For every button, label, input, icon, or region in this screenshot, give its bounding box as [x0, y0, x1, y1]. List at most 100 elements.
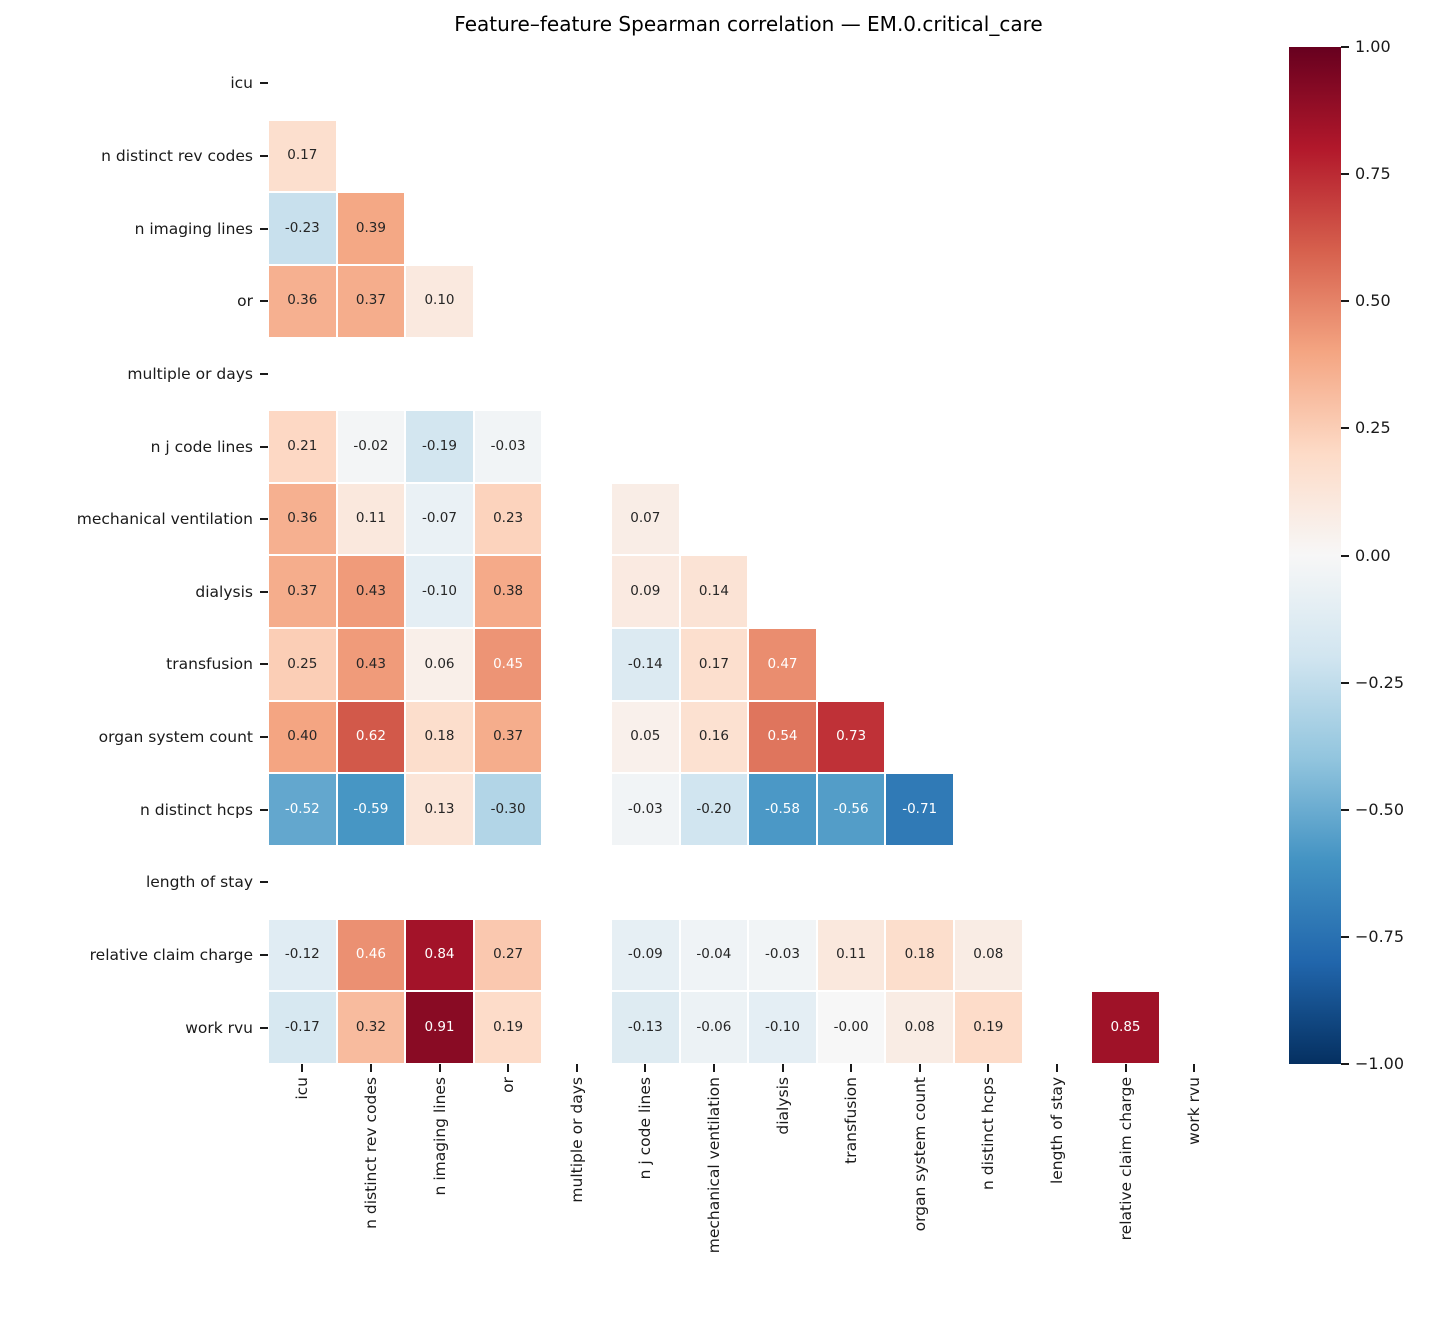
- heatmap-cell: 0.37: [268, 555, 337, 629]
- heatmap-cell: -0.19: [405, 410, 474, 483]
- heatmap-cell: 0.10: [405, 264, 474, 338]
- heatmap-cell: -0.59: [336, 773, 406, 847]
- heatmap-cell: 0.25: [268, 628, 337, 701]
- colorbar-tick-label: 0.50: [1355, 291, 1391, 311]
- colorbar-tick-mark: [1341, 1063, 1349, 1065]
- colorbar-tick-mark: [1341, 427, 1349, 430]
- x-tick-label: organ system count: [910, 1076, 929, 1232]
- heatmap-cell: 0.84: [405, 918, 474, 992]
- heatmap-cell: -0.23: [268, 192, 337, 265]
- y-tick-mark: [260, 590, 268, 593]
- heatmap-cell: 0.16: [679, 700, 749, 774]
- heatmap-cell: 0.43: [336, 628, 406, 701]
- heatmap-cell: -0.03: [748, 918, 817, 992]
- heatmap-cell: -0.10: [748, 991, 817, 1064]
- heatmap-cell: -0.02: [336, 410, 406, 483]
- heatmap-cell: 0.05: [611, 700, 680, 774]
- heatmap-cell: -0.71: [885, 773, 954, 847]
- x-tick-mark: [918, 1063, 921, 1072]
- y-tick-label: mechanical ventilation: [76, 510, 253, 529]
- heatmap-cell: -0.03: [611, 773, 680, 847]
- heatmap-cell: -0.03: [473, 410, 543, 483]
- y-tick-label: or: [237, 292, 253, 311]
- colorbar-tick-mark: [1341, 554, 1349, 557]
- y-tick-mark: [260, 518, 268, 521]
- y-tick-mark: [260, 154, 268, 157]
- heatmap-cell: 0.08: [954, 918, 1023, 992]
- x-tick-mark: [850, 1063, 853, 1072]
- x-tick-label: mechanical ventilation: [704, 1076, 723, 1254]
- colorbar-tick-label: 0.25: [1355, 418, 1391, 438]
- y-tick-mark: [260, 1026, 268, 1029]
- heatmap-cell: 0.18: [885, 918, 954, 992]
- colorbar-tick-label: 0.00: [1355, 545, 1391, 565]
- heatmap-cell: 0.40: [268, 700, 337, 774]
- x-tick-label: icu: [293, 1076, 312, 1100]
- y-tick-label: work rvu: [185, 1018, 253, 1037]
- x-tick-mark: [781, 1063, 784, 1072]
- heatmap-cell: 0.91: [405, 991, 474, 1064]
- heatmap-cell: 0.85: [1091, 991, 1160, 1064]
- colorbar-tick-label: −0.25: [1355, 672, 1405, 692]
- heatmap-cell: 0.54: [748, 700, 817, 774]
- colorbar: [1289, 47, 1341, 1064]
- colorbar-tick-label: 1.00: [1355, 37, 1391, 56]
- heatmap-cell: 0.19: [473, 991, 543, 1064]
- colorbar-tick-mark: [1341, 935, 1349, 938]
- x-tick-label: n j code lines: [636, 1076, 655, 1180]
- x-tick-mark: [712, 1063, 715, 1072]
- y-tick-mark: [260, 300, 268, 303]
- heatmap-cell: -0.52: [268, 773, 337, 847]
- heatmap-cell: 0.36: [268, 482, 337, 556]
- x-tick-label: n distinct rev codes: [361, 1076, 380, 1229]
- y-tick-mark: [260, 954, 268, 956]
- heatmap-cell: 0.38: [473, 555, 543, 629]
- heatmap-cell: 0.18: [405, 700, 474, 774]
- heatmap-cell: 0.43: [336, 555, 406, 629]
- heatmap-cell: 0.19: [954, 991, 1023, 1064]
- heatmap-cell: 0.11: [816, 918, 886, 992]
- heatmap-cell: 0.23: [473, 482, 543, 556]
- y-tick-label: n distinct rev codes: [101, 146, 253, 165]
- heatmap-cell: 0.47: [748, 628, 817, 701]
- heatmap-cell: -0.07: [405, 482, 474, 556]
- x-tick-label: work rvu: [1185, 1076, 1204, 1145]
- y-tick-mark: [260, 445, 268, 448]
- y-tick-mark: [260, 881, 268, 884]
- x-tick-label: n distinct hcps: [979, 1076, 998, 1190]
- heatmap-cell: -0.14: [611, 628, 680, 701]
- heatmap-cell: 0.08: [885, 991, 954, 1064]
- heatmap-cell: 0.07: [611, 482, 680, 556]
- x-tick-label: length of stay: [1047, 1076, 1066, 1184]
- x-tick-mark: [438, 1063, 441, 1072]
- heatmap-cell: 0.36: [268, 264, 337, 338]
- heatmap-cell: -0.30: [473, 773, 543, 847]
- colorbar-tick-mark: [1341, 173, 1349, 176]
- heatmap-cell: 0.13: [405, 773, 474, 847]
- heatmap-cell: 0.17: [679, 628, 749, 701]
- heatmap-cell: -0.04: [679, 918, 749, 992]
- heatmap-cell: 0.37: [473, 700, 543, 774]
- y-tick-label: n distinct hcps: [140, 800, 253, 819]
- y-tick-label: transfusion: [166, 655, 253, 674]
- x-tick-label: transfusion: [842, 1076, 861, 1164]
- x-tick-label: dialysis: [773, 1076, 792, 1135]
- y-tick-mark: [260, 82, 268, 85]
- x-tick-label: multiple or days: [567, 1076, 586, 1203]
- x-tick-mark: [1055, 1063, 1058, 1072]
- y-tick-label: icu: [230, 74, 253, 93]
- heatmap-cell: 0.21: [268, 410, 337, 483]
- colorbar-tick-label: −0.75: [1355, 926, 1405, 946]
- x-tick-mark: [507, 1063, 510, 1072]
- y-tick-label: dialysis: [195, 582, 253, 601]
- heatmap-cell: -0.13: [611, 991, 680, 1064]
- heatmap-cell: 0.32: [336, 991, 406, 1064]
- x-tick-label: relative claim charge: [1116, 1076, 1135, 1241]
- colorbar-tick-mark: [1341, 681, 1349, 684]
- colorbar-tick-label: 0.75: [1355, 164, 1391, 184]
- heatmap-cell: 0.39: [336, 192, 406, 265]
- heatmap-cell: -0.17: [268, 991, 337, 1064]
- heatmap-cell: 0.62: [336, 700, 406, 774]
- heatmap-cell: 0.46: [336, 918, 406, 992]
- heatmap-cell: -0.06: [679, 991, 749, 1064]
